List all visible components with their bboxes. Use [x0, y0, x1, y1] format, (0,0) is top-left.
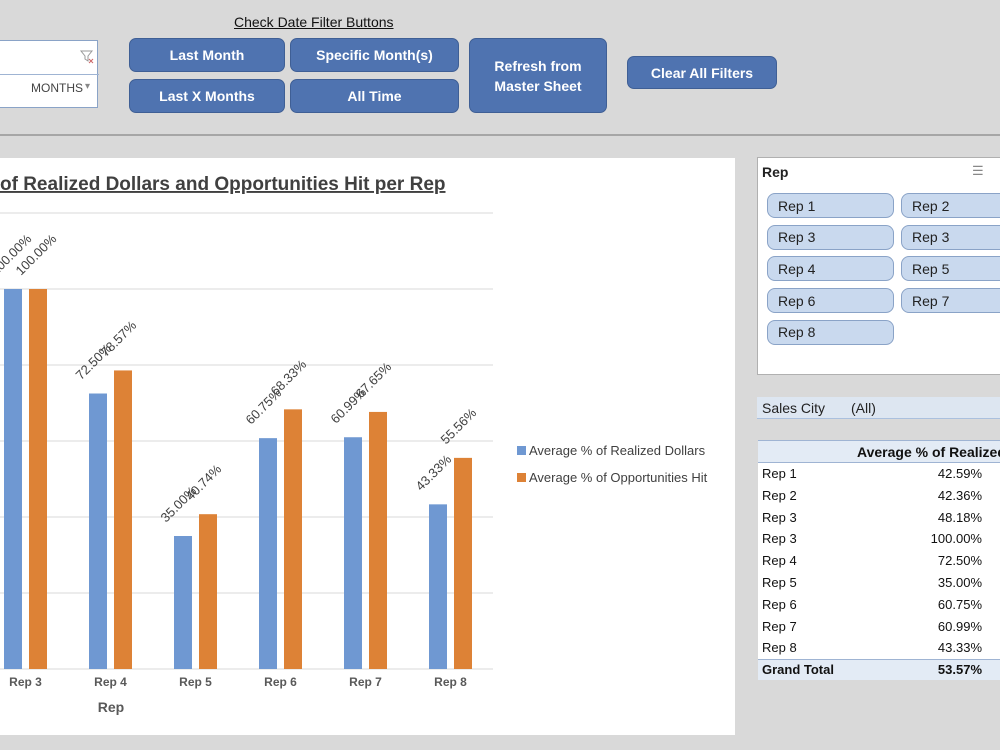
- button[interactable]: Refresh from Master Sheet: [469, 38, 607, 113]
- row-value: 42.59%: [937, 466, 982, 481]
- filter-title: Check Date Filter Buttons: [234, 14, 394, 30]
- x-tick-label: Rep 3: [9, 675, 42, 689]
- row-label: Rep 3: [762, 509, 797, 525]
- table-header: Average % of Realized: [857, 444, 1000, 460]
- x-tick-label: Rep 4: [94, 675, 127, 689]
- bar: [114, 370, 132, 669]
- x-tick-label: Rep 6: [264, 675, 297, 689]
- legend-label: Average % of Realized Dollars: [529, 443, 706, 458]
- button[interactable]: Last X Months: [129, 79, 285, 113]
- x-tick-label: Rep 8: [434, 675, 467, 689]
- button[interactable]: Clear All Filters: [627, 56, 777, 89]
- bar: [454, 457, 472, 669]
- data-label: 43.33%: [413, 451, 455, 493]
- slicer-item[interactable]: Rep 2: [901, 193, 1000, 218]
- row-label: Rep 6: [762, 596, 797, 612]
- row-value: 35.00%: [937, 575, 982, 590]
- slicer-item[interactable]: Rep 6: [767, 288, 894, 314]
- row-label: Rep 8: [762, 640, 797, 656]
- row-label: Rep 7: [762, 618, 797, 634]
- row-value: 60.99%: [937, 618, 982, 634]
- row-label: Rep 5: [762, 575, 797, 590]
- button[interactable]: Specific Month(s): [290, 38, 459, 72]
- button[interactable]: Last Month: [129, 38, 285, 72]
- filter-row: Sales City (All): [757, 397, 1000, 419]
- divider: [0, 74, 99, 75]
- bar: [89, 393, 107, 669]
- x-tick-label: Rep 5: [179, 675, 212, 689]
- x-axis-title: Rep: [98, 699, 124, 715]
- data-label: 78.57%: [98, 317, 140, 359]
- date-slicer[interactable]: MONTHS ▾: [0, 40, 99, 108]
- row-label: Rep 4: [762, 553, 797, 569]
- chart: of Realized Dollars and Opportunities Hi…: [0, 158, 735, 735]
- x-tick-label: Rep 7: [349, 675, 382, 689]
- legend-swatch: [517, 446, 526, 455]
- legend-swatch: [517, 473, 526, 482]
- row-value: 60.75%: [937, 596, 982, 612]
- bar: [429, 504, 447, 669]
- total-value: 53.57%: [937, 662, 982, 678]
- slicer-title: Rep: [762, 164, 789, 180]
- slicer-item[interactable]: Rep 3: [767, 224, 894, 250]
- slicer-item[interactable]: Rep 3: [901, 224, 1000, 250]
- bar: [369, 411, 387, 669]
- date-filter-label: MONTHS: [31, 81, 83, 95]
- multi-select-icon[interactable]: ☰: [972, 163, 984, 178]
- bar: [29, 289, 47, 669]
- slicer-item[interactable]: Rep 8: [767, 319, 894, 345]
- bar: [174, 536, 192, 669]
- filter-value[interactable]: (All): [851, 400, 876, 416]
- bar: [4, 289, 22, 669]
- data-label: 40.74%: [183, 461, 225, 503]
- row-value: 42.36%: [937, 487, 982, 503]
- bar: [344, 437, 362, 669]
- slicer-item[interactable]: Rep 4: [767, 256, 894, 282]
- pivot-table: Average % of Realized Rep 1 42.59% Rep 2 42…: [758, 440, 1000, 680]
- bar: [284, 409, 302, 669]
- clear-filter-icon[interactable]: [79, 49, 95, 65]
- row-label: Rep 3: [762, 531, 797, 547]
- bar: [259, 438, 277, 669]
- total-label: Grand Total: [762, 662, 834, 678]
- row-label: Rep 2: [762, 487, 797, 503]
- separator: [0, 134, 1000, 136]
- total-bg: [758, 659, 1000, 680]
- chart-title: of Realized Dollars and Opportunities Hi…: [0, 174, 446, 195]
- bar: [199, 514, 217, 669]
- filter-label: Sales City: [762, 400, 826, 416]
- slicer-item[interactable]: Rep 5: [901, 256, 1000, 282]
- row-value: 72.50%: [937, 553, 982, 569]
- row-value: 43.33%: [937, 640, 982, 656]
- table-header-bg: [758, 440, 1000, 463]
- rep-slicer: Rep ☰ Rep 1 Rep 2 Rep 3 Rep 3 Rep 4 Rep 5 Rep …: [757, 157, 1000, 375]
- data-label: 68.33%: [268, 356, 310, 398]
- slicer-item[interactable]: Rep 1: [767, 193, 894, 218]
- row-value: 48.18%: [937, 509, 982, 525]
- row-label: Rep 1: [762, 466, 797, 481]
- row-value: 100.00%: [930, 531, 982, 547]
- button[interactable]: All Time: [290, 79, 459, 113]
- dropdown-arrow: ▾: [85, 81, 91, 92]
- legend-label: Average % of Opportunities Hit: [529, 470, 708, 485]
- slicer-item[interactable]: Rep 7: [901, 288, 1000, 314]
